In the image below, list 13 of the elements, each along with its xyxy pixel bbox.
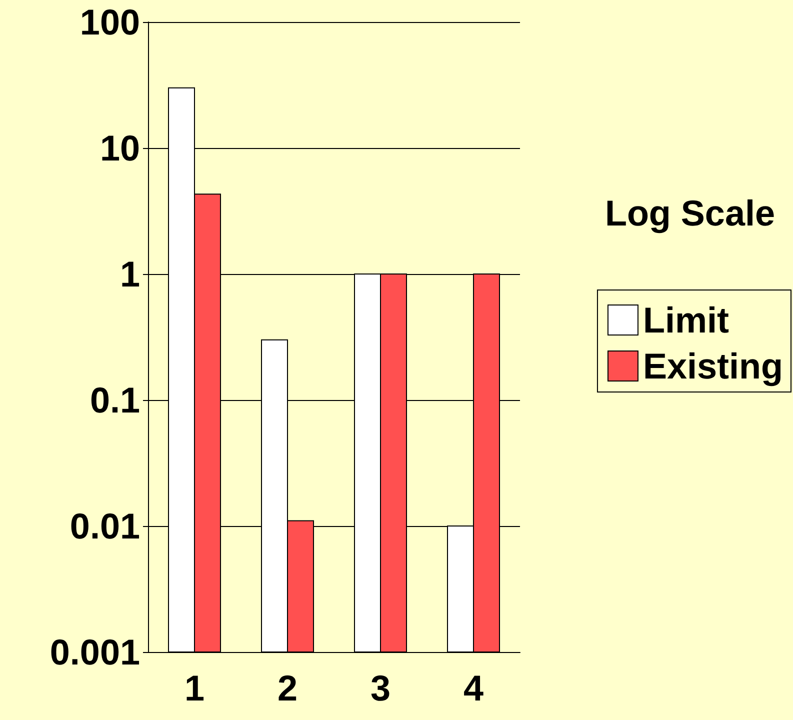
legend-title: Log Scale: [604, 192, 776, 234]
x-tick-label: 4: [463, 668, 484, 708]
legend-label: Existing: [642, 346, 784, 386]
y-tick-label: 1: [120, 254, 140, 294]
x-tick-label: 1: [184, 668, 205, 708]
y-tick-label: 0.1: [90, 380, 140, 420]
y-tick-label: 0.001: [50, 632, 140, 672]
legend-label: Limit: [642, 300, 729, 340]
x-tick-label: 2: [277, 668, 298, 708]
y-tick-label: 0.01: [70, 506, 140, 546]
x-tick-label: 3: [370, 668, 391, 708]
y-tick-label: 10: [100, 128, 140, 168]
y-tick-label: 100: [80, 2, 140, 42]
